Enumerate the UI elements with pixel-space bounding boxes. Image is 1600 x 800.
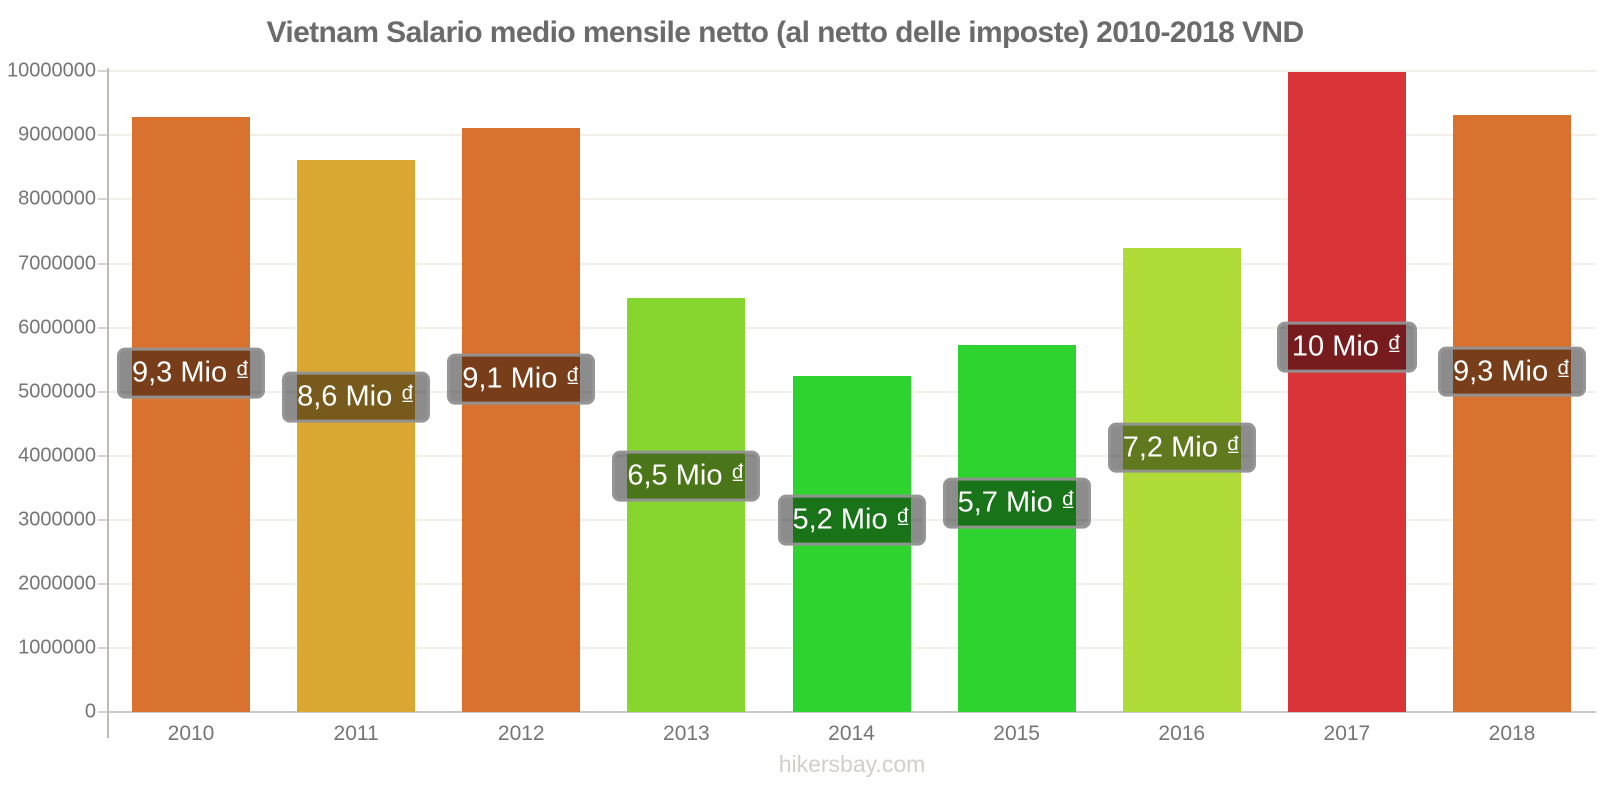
y-tick-mark (98, 326, 107, 329)
watermark-hikersbay: hikersbay.com (778, 751, 926, 777)
y-tick-mark (98, 134, 107, 137)
bar-2013[interactable] (627, 298, 746, 712)
y-tick-mark (98, 582, 107, 585)
x-tick-label-2011: 2011 (333, 722, 379, 745)
bar-2016[interactable] (1122, 248, 1241, 712)
y-tick-label: 0 (84, 700, 96, 723)
x-tick-label-2012: 2012 (497, 722, 545, 745)
y-axis-line (107, 68, 109, 738)
y-tick-label: 8000000 (18, 187, 96, 210)
gridline (108, 70, 1596, 73)
chart-title: Vietnam Salario medio mensile netto (al … (266, 16, 1304, 49)
y-tick-label: 6000000 (18, 316, 96, 339)
gridline (108, 262, 1596, 265)
gridline (108, 198, 1596, 201)
y-tick-mark (98, 518, 107, 521)
y-tick-mark (98, 70, 107, 73)
bar-2010[interactable] (132, 117, 250, 712)
value-label-2017: 10 Mio ₫ (1276, 321, 1417, 373)
bar-2017[interactable] (1287, 71, 1406, 712)
value-label-2014: 5,2 Mio ₫ (777, 494, 926, 546)
x-tick-label-2015: 2015 (993, 722, 1040, 745)
bar-2012[interactable] (462, 127, 581, 712)
value-label-2013: 6,5 Mio ₫ (612, 450, 761, 502)
x-tick-label-2018: 2018 (1488, 722, 1536, 745)
y-tick-label: 7000000 (18, 252, 96, 274)
x-tick-label-2016: 2016 (1158, 722, 1206, 745)
value-label-2011: 8,6 Mio ₫ (282, 371, 431, 423)
x-tick-label-2013: 2013 (663, 722, 710, 745)
x-tick-label-2010: 2010 (167, 722, 215, 745)
gridline (108, 134, 1596, 137)
y-tick-label: 3000000 (18, 508, 96, 531)
y-tick-mark (98, 262, 107, 265)
y-tick-label: 4000000 (18, 444, 96, 467)
value-label-2015: 5,7 Mio ₫ (942, 477, 1091, 529)
y-tick-mark (98, 711, 107, 713)
y-tick-label: 5000000 (18, 380, 96, 403)
y-tick-mark (98, 198, 107, 201)
bar-2015[interactable] (957, 344, 1076, 712)
y-tick-label: 9000000 (18, 123, 96, 146)
y-tick-label: 2000000 (18, 572, 96, 595)
y-tick-label: 1000000 (18, 636, 96, 659)
value-label-2018: 9,3 Mio ₫ (1437, 346, 1587, 398)
value-label-2016: 7,2 Mio ₫ (1107, 422, 1256, 473)
bar-2011[interactable] (297, 159, 416, 712)
bar-2018[interactable] (1453, 114, 1571, 712)
x-axis-baseline (108, 711, 1596, 713)
y-tick-label: 10000000 (7, 59, 96, 82)
x-tick-label-2014: 2014 (828, 722, 875, 745)
y-tick-mark (98, 390, 107, 393)
x-tick-label-2017: 2017 (1323, 722, 1371, 745)
value-label-2010: 9,3 Mio ₫ (116, 347, 266, 399)
gridline (108, 326, 1596, 329)
y-tick-mark (98, 454, 107, 457)
y-tick-mark (98, 646, 107, 649)
value-label-2012: 9,1 Mio ₫ (447, 353, 596, 405)
